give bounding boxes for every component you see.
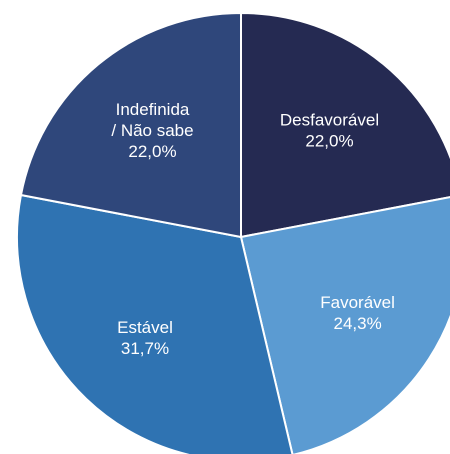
slice-category-label-3: / Não sabe <box>111 121 193 140</box>
slice-value-label-0: 22,0% <box>305 132 353 151</box>
slice-category-label-3: Indefinida <box>116 100 190 119</box>
slice-label-3: Indefinida / Não sabe 22,0% <box>111 100 193 161</box>
slice-category-label-0: Desfavorável <box>280 111 379 130</box>
slice-value-label-2: 31,7% <box>121 339 169 358</box>
pie-slice-3 <box>19 12 242 238</box>
slice-category-label-2: Estável <box>117 318 173 337</box>
slice-value-label-1: 24,3% <box>333 314 381 333</box>
slice-label-1: Favorável 24,3% <box>320 293 395 333</box>
pie-slice-1 <box>240 196 450 454</box>
pie-slice-0 <box>240 12 450 238</box>
pie-slice-2 <box>16 194 294 454</box>
slice-value-label-3: 22,0% <box>128 142 176 161</box>
slice-category-label-1: Favorável <box>320 293 395 312</box>
slice-label-2: Estável 31,7% <box>117 318 173 358</box>
slice-label-0: Desfavorável 22,0% <box>280 111 379 151</box>
